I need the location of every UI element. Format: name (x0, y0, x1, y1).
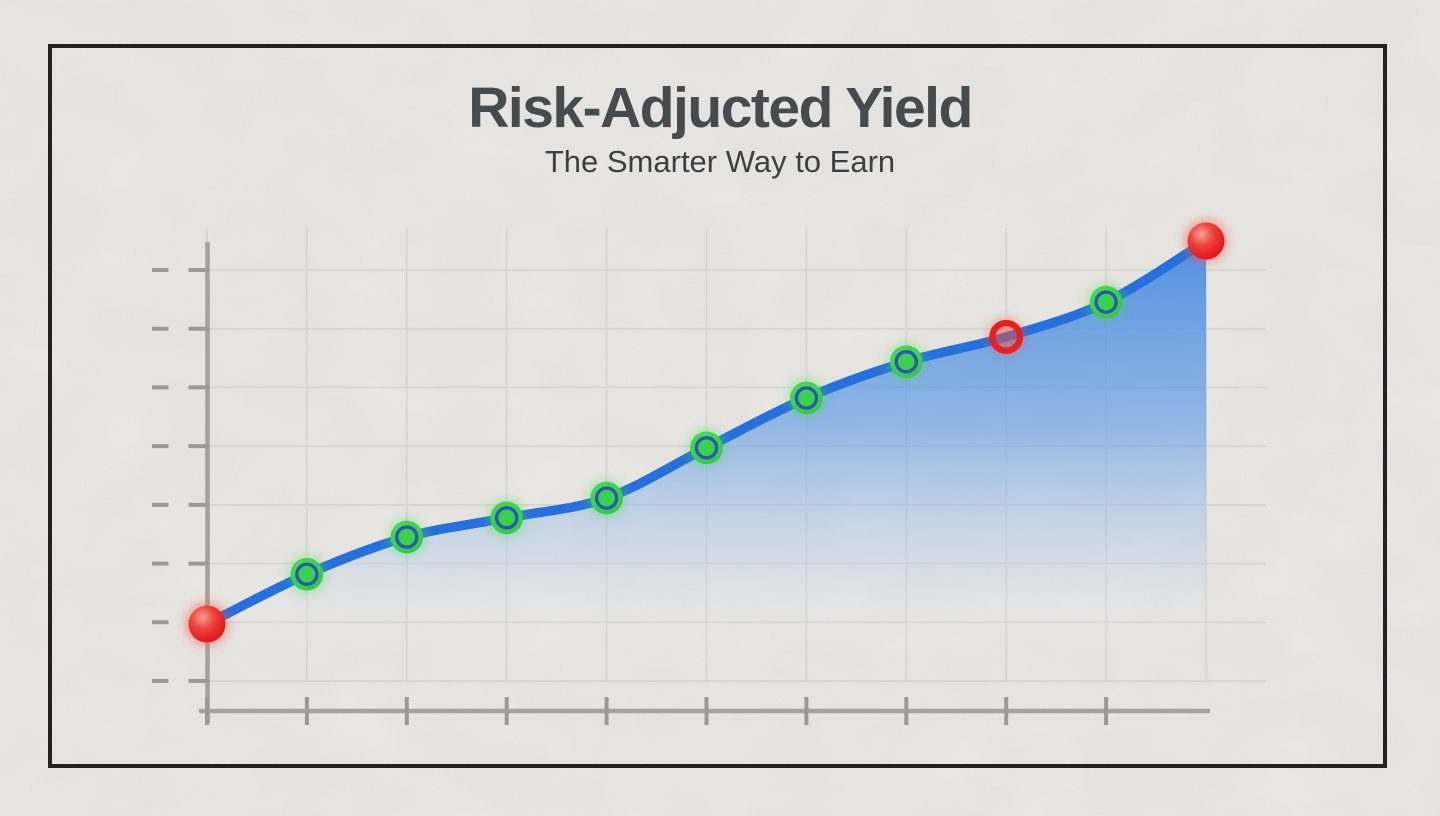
border-frame (48, 44, 1387, 768)
